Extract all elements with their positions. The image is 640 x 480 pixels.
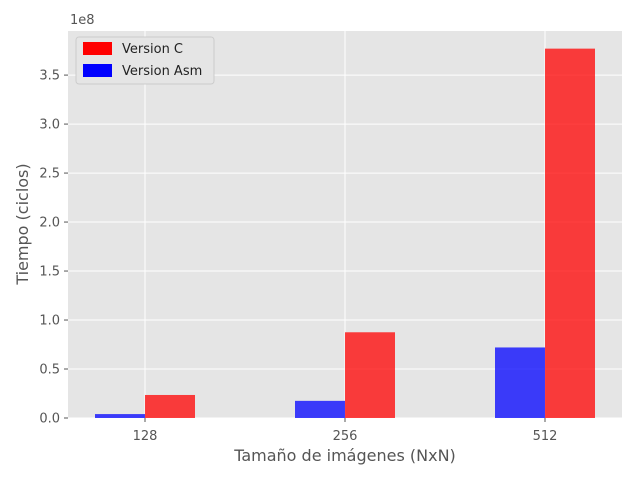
y-axis-label: Tiempo (ciclos): [13, 163, 32, 285]
bar-version-c-128: [145, 394, 195, 418]
y-axis-ticks: 0.0 0.5 1.0 1.5 2.0 2.5 3.0 3.5: [39, 69, 68, 427]
y-offset-label: 1e8: [70, 13, 95, 28]
y-tick-label: 1.5: [39, 265, 60, 280]
x-tick-label: 512: [533, 429, 558, 444]
bar-version-asm-128: [95, 414, 145, 418]
y-tick-label: 2.0: [39, 216, 60, 231]
y-tick-label: 3.5: [39, 69, 60, 84]
legend-label: Version C: [122, 42, 183, 57]
bar-version-asm-256: [295, 400, 345, 418]
legend-swatch: [83, 42, 112, 55]
legend: Version C Version Asm: [75, 36, 215, 85]
bar-version-c-256: [345, 332, 395, 418]
x-tick-label: 128: [133, 429, 158, 444]
y-tick-label: 0.0: [39, 412, 60, 427]
x-axis-ticks: 128 256 512: [133, 418, 558, 444]
y-tick-label: 3.0: [39, 118, 60, 133]
y-tick-label: 2.5: [39, 167, 60, 182]
x-axis-label: Tamaño de imágenes (NxN): [233, 446, 456, 465]
legend-swatch: [83, 64, 112, 77]
legend-label: Version Asm: [122, 64, 202, 79]
y-tick-label: 1.0: [39, 314, 60, 329]
x-tick-label: 256: [333, 429, 358, 444]
y-tick-label: 0.5: [39, 363, 60, 378]
bar-version-c-512: [545, 48, 595, 419]
bars: [95, 48, 595, 419]
bar-version-asm-512: [495, 347, 545, 418]
